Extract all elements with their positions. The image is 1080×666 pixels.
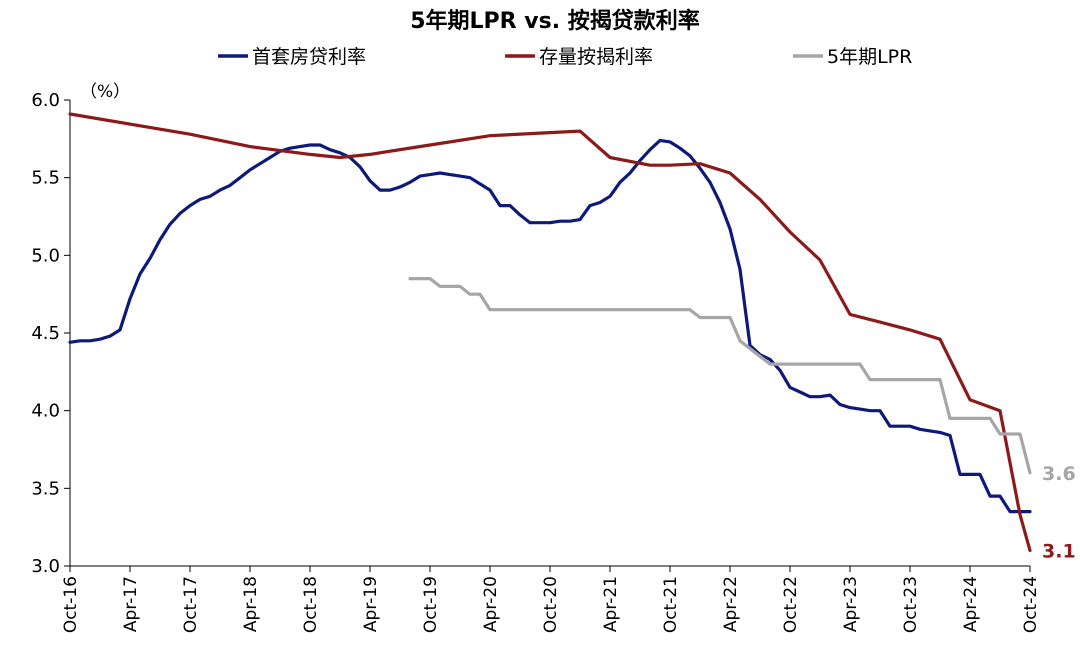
x-tick-label: Oct-19 bbox=[421, 576, 441, 633]
lpr-5y-line bbox=[408, 277, 1032, 475]
y-tick-label: 4.0 bbox=[31, 401, 60, 422]
x-tick-label: Oct-22 bbox=[781, 576, 801, 633]
x-tick-label: Oct-17 bbox=[181, 576, 201, 633]
legend: 首套房贷利率 存量按揭利率 5年期LPR bbox=[218, 46, 912, 68]
y-tick-label: 5.5 bbox=[31, 168, 60, 189]
series-layer bbox=[68, 112, 1032, 553]
end-value-label: 3.1 bbox=[1042, 540, 1076, 562]
x-tick-label: Apr-21 bbox=[601, 576, 621, 632]
legend-label: 首套房贷利率 bbox=[252, 46, 366, 68]
x-tick-label: Apr-24 bbox=[961, 576, 981, 632]
x-tick-label: Apr-20 bbox=[481, 576, 501, 632]
x-tick-label: Apr-17 bbox=[121, 576, 141, 632]
x-tick-label: Apr-18 bbox=[241, 576, 261, 632]
first-home-loan-rate-line bbox=[68, 138, 1032, 514]
x-tick-label: Oct-24 bbox=[1021, 576, 1041, 633]
y-tick-label: 4.5 bbox=[31, 323, 60, 344]
end-value-label: 3.6 bbox=[1042, 463, 1076, 485]
x-tick-label: Apr-22 bbox=[721, 576, 741, 632]
existing-mortgage-rate-line bbox=[68, 112, 1032, 553]
legend-item: 5年期LPR bbox=[793, 46, 912, 68]
chart-title: 5年期LPR vs. 按揭贷款利率 bbox=[410, 8, 700, 34]
legend-item: 首套房贷利率 bbox=[218, 46, 366, 68]
x-tick-label: Oct-18 bbox=[301, 576, 321, 633]
x-tick-label: Apr-19 bbox=[361, 576, 381, 632]
y-unit-label: （%） bbox=[80, 82, 130, 102]
legend-label: 存量按揭利率 bbox=[539, 46, 653, 68]
legend-label: 5年期LPR bbox=[827, 46, 912, 68]
y-tick-label: 5.0 bbox=[31, 245, 60, 266]
x-tick-label: Apr-23 bbox=[841, 576, 861, 632]
x-tick-label: Oct-20 bbox=[541, 576, 561, 633]
x-tick-label: Oct-23 bbox=[901, 576, 921, 633]
end-labels: 3.6 3.1 bbox=[1042, 463, 1076, 563]
y-tick-label: 3.0 bbox=[31, 556, 60, 577]
y-tick-label: 6.0 bbox=[31, 90, 60, 111]
x-tick-label: Oct-16 bbox=[61, 576, 81, 633]
y-tick-label: 3.5 bbox=[31, 478, 60, 499]
legend-item: 存量按揭利率 bbox=[505, 46, 653, 68]
x-tick-label: Oct-21 bbox=[661, 576, 681, 633]
